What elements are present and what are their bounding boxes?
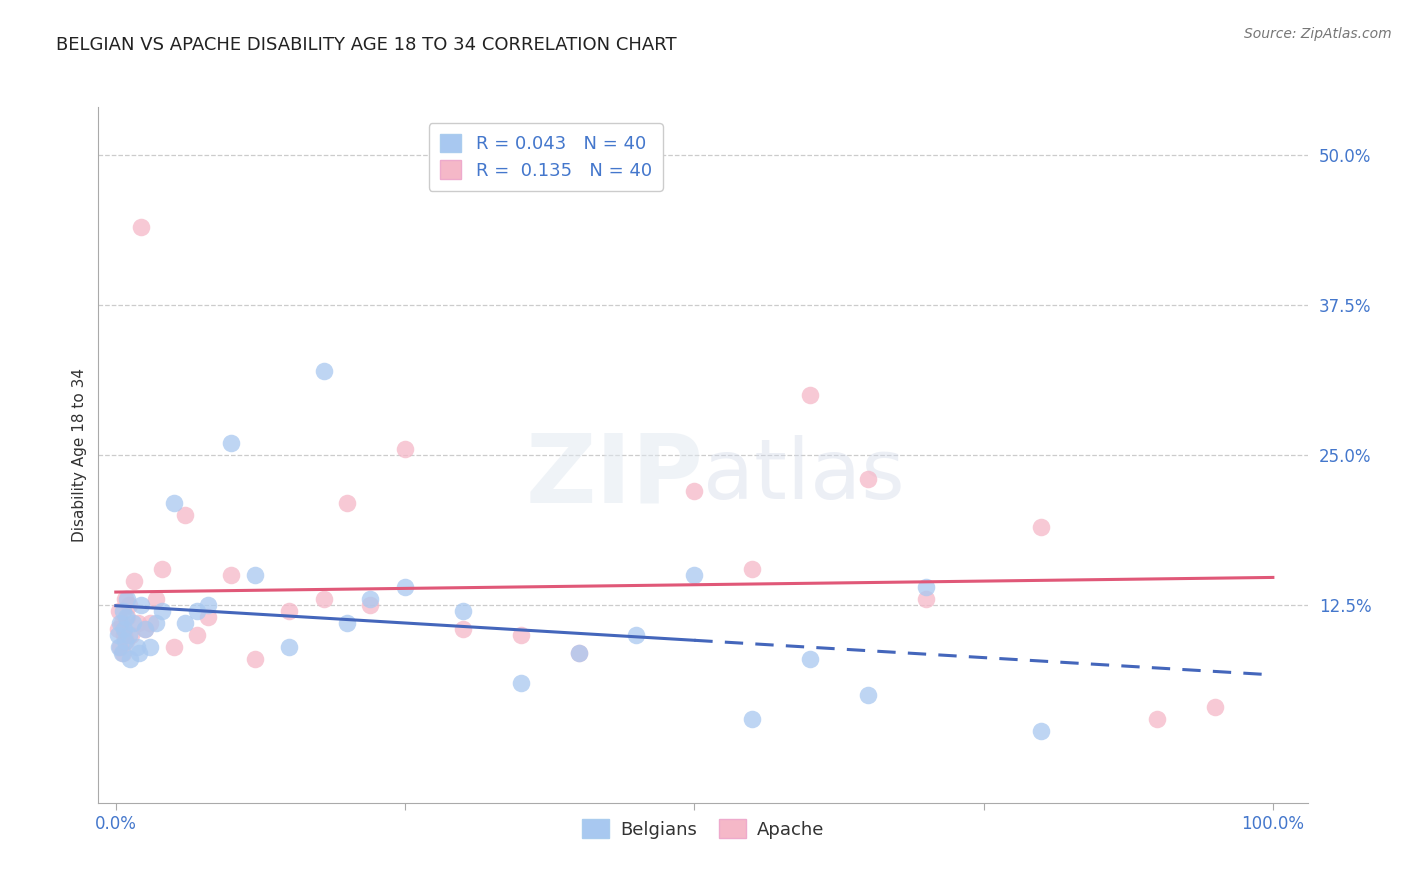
Point — [336, 615, 359, 630]
Point — [134, 622, 156, 636]
Point — [117, 610, 139, 624]
Point — [125, 640, 148, 654]
Point — [139, 640, 162, 654]
Point — [221, 567, 243, 582]
Point — [117, 591, 139, 606]
Point — [1146, 712, 1168, 726]
Point — [278, 604, 301, 618]
Point — [799, 388, 821, 402]
Point — [115, 610, 138, 624]
Point — [110, 615, 132, 630]
Point — [162, 496, 184, 510]
Point — [107, 628, 129, 642]
Legend: Belgians, Apache: Belgians, Apache — [575, 812, 831, 846]
Point — [312, 364, 335, 378]
Point — [107, 622, 129, 636]
Point — [914, 580, 936, 594]
Point — [117, 598, 139, 612]
Point — [221, 436, 243, 450]
Point — [394, 580, 416, 594]
Point — [129, 598, 152, 612]
Point — [856, 472, 879, 486]
Point — [568, 646, 591, 660]
Point — [394, 442, 416, 456]
Y-axis label: Disability Age 18 to 34: Disability Age 18 to 34 — [72, 368, 87, 542]
Point — [197, 610, 219, 624]
Point — [108, 640, 131, 654]
Point — [186, 604, 208, 618]
Point — [111, 646, 134, 660]
Point — [129, 219, 152, 234]
Point — [112, 622, 135, 636]
Point — [145, 615, 167, 630]
Point — [112, 628, 135, 642]
Point — [128, 646, 150, 660]
Point — [110, 646, 132, 660]
Point — [799, 652, 821, 666]
Text: ZIP: ZIP — [524, 429, 703, 523]
Point — [162, 640, 184, 654]
Point — [856, 688, 879, 702]
Point — [174, 615, 197, 630]
Point — [115, 633, 138, 648]
Point — [451, 622, 474, 636]
Point — [134, 622, 156, 636]
Point — [312, 591, 335, 606]
Point — [914, 591, 936, 606]
Point — [359, 591, 381, 606]
Point — [150, 562, 173, 576]
Point — [1204, 699, 1226, 714]
Point — [110, 615, 132, 630]
Point — [1031, 520, 1053, 534]
Point — [174, 508, 197, 522]
Point — [626, 628, 648, 642]
Point — [243, 652, 266, 666]
Point — [139, 615, 162, 630]
Point — [1031, 723, 1053, 738]
Point — [509, 628, 531, 642]
Point — [683, 567, 706, 582]
Point — [127, 615, 149, 630]
Point — [186, 628, 208, 642]
Point — [741, 712, 763, 726]
Point — [243, 567, 266, 582]
Point — [145, 591, 167, 606]
Point — [114, 591, 136, 606]
Point — [197, 598, 219, 612]
Point — [120, 628, 142, 642]
Point — [124, 574, 146, 588]
Text: atlas: atlas — [703, 435, 904, 516]
Point — [741, 562, 763, 576]
Point — [278, 640, 301, 654]
Point — [114, 633, 136, 648]
Point — [110, 640, 132, 654]
Point — [108, 604, 131, 618]
Point — [451, 604, 474, 618]
Point — [509, 676, 531, 690]
Point — [336, 496, 359, 510]
Point — [683, 483, 706, 498]
Text: BELGIAN VS APACHE DISABILITY AGE 18 TO 34 CORRELATION CHART: BELGIAN VS APACHE DISABILITY AGE 18 TO 3… — [56, 36, 676, 54]
Point — [122, 615, 145, 630]
Point — [150, 604, 173, 618]
Point — [118, 652, 141, 666]
Point — [359, 598, 381, 612]
Point — [111, 604, 134, 618]
Point — [117, 628, 139, 642]
Text: Source: ZipAtlas.com: Source: ZipAtlas.com — [1244, 27, 1392, 41]
Point — [568, 646, 591, 660]
